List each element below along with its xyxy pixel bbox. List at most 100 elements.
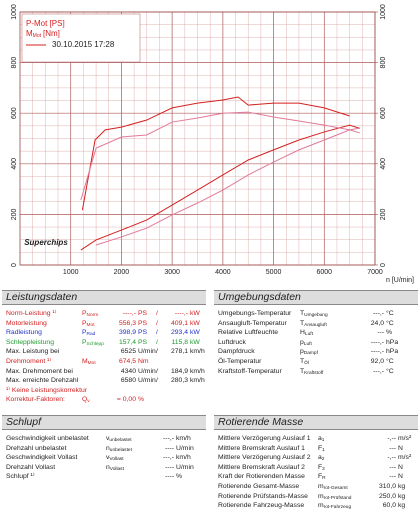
row-cell: 60,0: [382, 502, 396, 510]
row-cell: m/s²: [398, 435, 412, 442]
row: Öl-Temperatur TÖl 92,0 °C: [214, 357, 418, 367]
y2-tick-label: 200: [380, 208, 387, 220]
row: Kraft der Rotierenden Masse FR --- N: [214, 472, 418, 482]
row-cell: kg: [398, 502, 406, 510]
row: Relative Luftfeuchte HLuft ---%: [214, 328, 418, 338]
symbol-base: m: [318, 492, 324, 500]
row-cell: ----: [164, 463, 174, 471]
symbol-sub: Norm: [86, 313, 99, 318]
row-symbol: FR: [318, 472, 372, 484]
symbol-sub: unbelastet: [109, 438, 132, 443]
row-cell: /: [156, 329, 158, 337]
row-label: Mittlere Bremskraft Auslauf 2: [218, 463, 305, 471]
row-cell: PS: [138, 338, 148, 346]
symbol-sub: R: [322, 476, 326, 482]
symbol-sub: 1: [322, 447, 325, 453]
x-tick-label: 3000: [164, 269, 180, 276]
row-cell: 4340: [120, 367, 136, 375]
row-label: Radleistung: [6, 329, 42, 337]
symbol-sub: Öl: [304, 360, 309, 366]
row: Max. Drehmoment bei 4340 U/min/ 184,9 km/h: [2, 367, 206, 377]
row-cell: km/h: [190, 367, 205, 375]
row-cell: 92,0: [370, 357, 384, 365]
x-tick-label: 1000: [63, 269, 79, 276]
row-cell: 278,1: [170, 348, 188, 356]
logo: Superchips: [24, 238, 68, 247]
row-symbol: PSchlepp: [82, 338, 110, 350]
row-label: Dampfdruck: [218, 348, 255, 356]
row-symbol: nVollast: [106, 463, 148, 475]
row: Motorleistung PMot 556,3 PS / 409,1 kW: [2, 319, 206, 329]
row-cell: kW: [190, 338, 200, 346]
row-cell: km/h: [176, 435, 191, 442]
row-cell: /: [156, 377, 158, 385]
row-cell: /: [156, 338, 158, 346]
row-cell: N: [398, 444, 403, 452]
row-cell: 6525: [120, 348, 136, 356]
line: [95, 127, 360, 246]
row-symbol: TUmgebung: [300, 309, 356, 321]
x-tick-label: 7000: [367, 269, 383, 276]
symbol-base: F: [318, 463, 323, 471]
row: Mittlere Bremskraft Auslauf 2 F2 --- N: [214, 463, 418, 473]
row-cell: kW: [190, 329, 200, 337]
section-title: Umgebungsdaten: [214, 290, 418, 305]
y2-tick-label: 600: [380, 107, 387, 119]
row: Drehmoment ¹⁾ MMot 674,5 Nm: [2, 357, 206, 367]
x-axis-label: n [U/min]: [386, 277, 414, 284]
symbol-sub: Schlepp: [86, 341, 104, 347]
row-cell: ---: [377, 329, 384, 337]
row-cell: 250,0: [378, 492, 396, 500]
symbol-base: n: [106, 444, 110, 452]
row: Geschwindigkeit unbelastet vunbelastet ---…: [2, 434, 206, 444]
row: Max. erreichte Drehzahl 6580 U/min/ 280,3 km…: [2, 376, 206, 386]
symbol-sub: Mot: [86, 322, 95, 328]
row-symbol: [82, 347, 110, 357]
row-label: Mittlere Verzögerung Auslauf 1: [218, 435, 311, 442]
row-symbol: TAnsaugluft: [300, 319, 356, 331]
row-label: Kraftstoff-Temperatur: [218, 367, 282, 375]
row-cell: °C: [386, 357, 394, 365]
row-cell: PS: [138, 310, 148, 317]
row-cell: /: [156, 348, 158, 356]
symbol-base: M: [82, 357, 88, 365]
symbol-base: P: [82, 329, 87, 337]
row: Mittlere Verzögerung Auslauf 1 a1 -,-- m/s²: [214, 434, 418, 444]
line: [80, 124, 360, 251]
row-cell: U/min: [138, 367, 156, 375]
row-cell: -,--: [387, 435, 396, 442]
row-cell: -,--: [387, 454, 396, 462]
symbol-base: p: [300, 338, 304, 346]
section: Rotierende Masse Mittlere Verzögerung Aus…: [214, 415, 418, 511]
legend-entry: MMot [Nm]: [26, 29, 60, 39]
row-label: Schleppleistung: [6, 338, 54, 346]
row-label: ¹⁾ Keine Leistungskorrektur: [6, 386, 88, 394]
section-body: Umgebungs-Temperatur TUmgebung ---,- °C Ansa…: [214, 305, 418, 376]
row-symbol: MMot: [82, 357, 110, 369]
row-label: Kraft der Rotierenden Masse: [218, 473, 305, 481]
row: Norm-Leistung ¹⁾ PNorm ----,- PS / ----,- kW: [2, 309, 206, 319]
row-label: Öl-Temperatur: [218, 357, 262, 365]
symbol-base: T: [300, 367, 305, 375]
row-cell: %: [386, 329, 393, 337]
row-cell: 24,0: [370, 319, 384, 327]
symbol-base: m: [318, 482, 324, 490]
row-cell: hPa: [386, 338, 399, 346]
symbol-base: P: [82, 319, 87, 327]
symbol-sub: rot-Fahrzeug: [323, 505, 352, 511]
row-label: Mittlere Bremskraft Auslauf 1: [218, 444, 305, 452]
row-cell: /: [156, 310, 158, 317]
row-symbol: a2: [318, 453, 372, 465]
row-cell: U/min: [138, 377, 156, 385]
row-symbol: [82, 367, 110, 377]
row-symbol: a1: [318, 434, 372, 446]
symbol-base: n: [106, 463, 110, 471]
row-label: Korrektur-Faktoren:: [6, 396, 65, 404]
row-cell: 6580: [120, 377, 136, 385]
row-cell: /: [156, 367, 158, 375]
row-cell: hPa: [386, 348, 399, 356]
x-tick-label: 6000: [316, 269, 332, 276]
row: Schlupf ¹⁾ ----%: [2, 472, 206, 482]
y-tick-label: 0: [11, 263, 18, 267]
row-label: Drehzahl unbelastet: [6, 444, 67, 452]
